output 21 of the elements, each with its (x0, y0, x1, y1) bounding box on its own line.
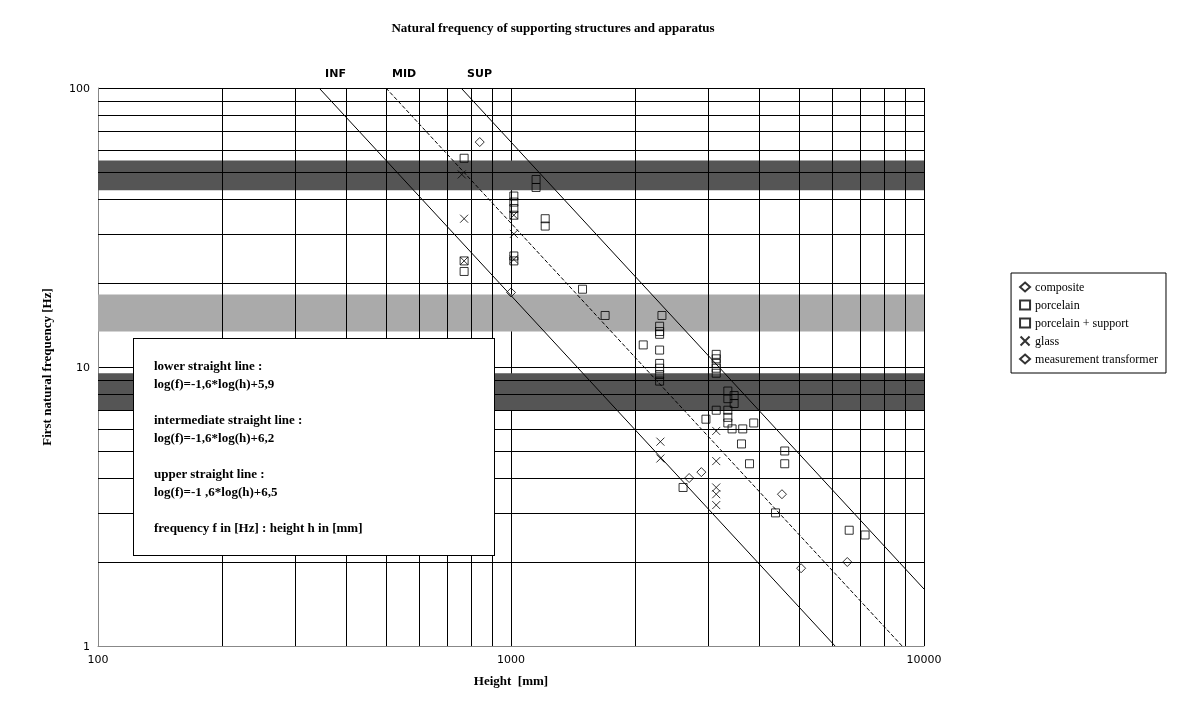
y-tick-label: 100 (69, 81, 90, 95)
series-label: MID (391, 67, 417, 80)
annotation: upper straight line : log(f)=-1 ,6*log(h)+6,5 (154, 465, 279, 501)
y-tick-label: 1 (83, 639, 90, 653)
x-axis-title: Height [mm] (473, 673, 549, 688)
annotation: intermediate straight line : log(f)=-1,6*log(h)+6,2 (154, 411, 304, 447)
legend-label: porcelain (1035, 298, 1080, 312)
x-tick-label: 100 (87, 653, 109, 666)
legend-label: glass (1035, 334, 1060, 348)
annotation: lower straight line : log(f)=-1,6*log(h)+5,9 (154, 357, 276, 393)
legend-label: measurement transformer (1035, 352, 1159, 366)
legend-label: porcelain + support (1035, 316, 1130, 330)
legend-label: composite (1035, 280, 1085, 294)
y-tick-label: 10 (76, 360, 90, 374)
chart-title: Natural frequency of supporting structures and apparatus (391, 20, 715, 35)
x-tick-label: 10000 (906, 653, 942, 666)
series-label: SUP (467, 67, 492, 80)
y-axis-title: First natural frequency [Hz] (39, 288, 54, 446)
annotation: frequency f in [Hz] : height h in [mm] (154, 519, 364, 537)
series-label: INF (325, 67, 346, 80)
x-tick-label: 1000 (497, 653, 525, 666)
